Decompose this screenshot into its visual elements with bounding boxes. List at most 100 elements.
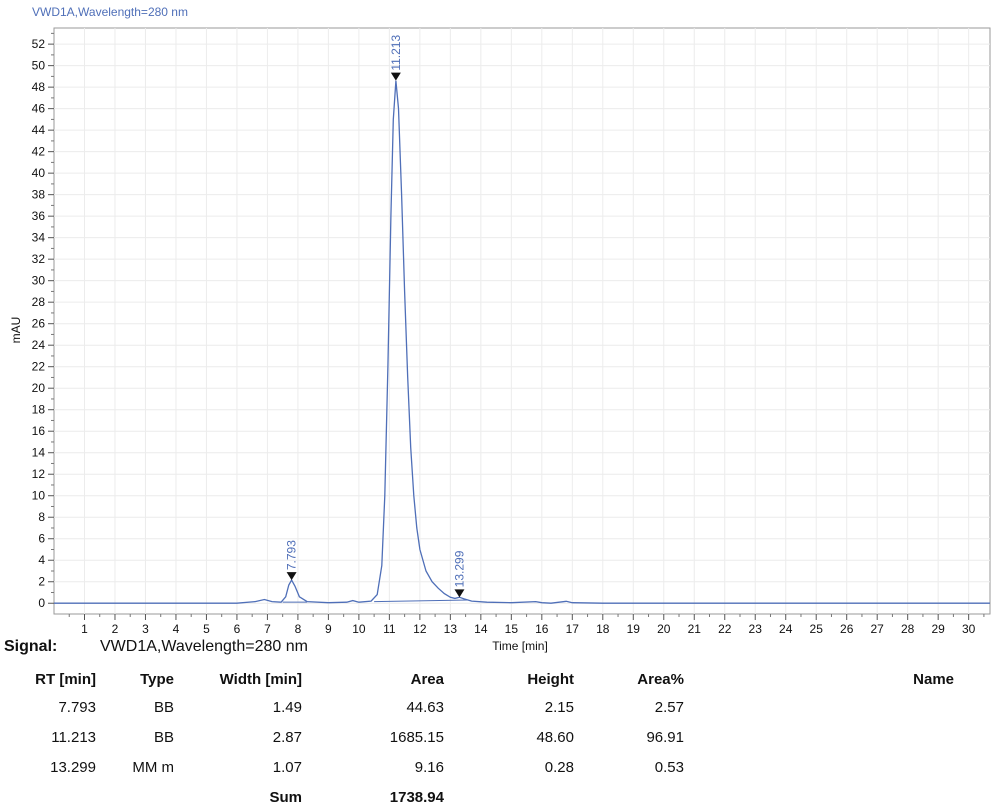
cell-area: 1685.15 [389, 728, 444, 746]
x-tick-label: 17 [566, 622, 580, 636]
cell-height: 2.15 [544, 698, 574, 716]
header-height: Height [527, 670, 574, 688]
table-header-row: RT [min] Type Width [min] Area Height Ar… [0, 666, 954, 692]
x-tick-label: 16 [535, 622, 549, 636]
signal-key: Signal: [4, 638, 58, 655]
x-tick-label: 19 [627, 622, 641, 636]
x-tick-label: 5 [203, 622, 210, 636]
x-tick-label: 27 [871, 622, 885, 636]
x-tick-label: 13 [444, 622, 458, 636]
x-tick-label: 3 [142, 622, 149, 636]
y-tick-label: 2 [38, 575, 45, 589]
peak-markers: 7.793 11.213 13.299 [285, 35, 466, 598]
header-type: Type [140, 670, 174, 688]
x-tick-label: 15 [505, 622, 519, 636]
y-tick-label: 30 [32, 274, 46, 288]
plot-frame [53, 27, 991, 615]
y-tick-label: 28 [32, 295, 46, 309]
cell-type: MM m [132, 758, 174, 776]
y-tick-label: 32 [32, 252, 46, 266]
y-tick-label: 52 [32, 37, 46, 51]
integration-baseline [374, 599, 469, 603]
x-tick-label: 22 [718, 622, 732, 636]
table-sum-row: Sum 1738.94 [0, 782, 954, 812]
cell-width: 1.07 [272, 758, 302, 776]
cell-width: 1.49 [272, 698, 302, 716]
baselines [282, 599, 469, 603]
table-row: 7.793 BB 1.49 44.63 2.15 2.57 [0, 692, 954, 722]
x-tick-label: 25 [810, 622, 824, 636]
x-tick-label: 1 [81, 622, 88, 636]
y-tick-label: 24 [32, 338, 46, 352]
y-tick-label: 16 [32, 424, 46, 438]
sum-value: 1738.94 [389, 788, 444, 806]
x-tick-label: 14 [474, 622, 488, 636]
peak-marker [390, 72, 401, 81]
y-tick-label: 26 [32, 317, 46, 331]
peak-marker [454, 589, 465, 598]
grid [54, 28, 990, 614]
y-tick-label: 20 [32, 381, 46, 395]
header-width: Width [min] [219, 670, 302, 688]
x-axis: 1 2 3 4 5 6 7 8 9 10 11 12 13 14 15 16 17 18 19 20 21 22 23 24 2… [68, 614, 985, 636]
cell-rt: 13.299 [50, 758, 96, 776]
cell-name [684, 752, 954, 782]
y-tick-label: 8 [38, 510, 45, 524]
cell-area: 44.63 [406, 698, 444, 716]
cell-width: 2.87 [272, 728, 302, 746]
cell-type: BB [153, 728, 174, 746]
peak-label: 13.299 [452, 550, 466, 587]
table-row: 13.299 MM m 1.07 9.16 0.28 0.53 [0, 752, 954, 782]
cell-rt: 11.213 [51, 728, 96, 746]
y-tick-label: 50 [32, 59, 46, 73]
y-tick-label: 40 [32, 166, 46, 180]
x-tick-label: 8 [295, 622, 302, 636]
y-tick-label: 14 [32, 446, 46, 460]
sum-label: Sum [269, 788, 302, 806]
y-tick-label: 6 [38, 532, 45, 546]
cell-name [684, 722, 954, 752]
chart-title: VWD1A,Wavelength=280 nm [32, 5, 188, 19]
table-row: 11.213 BB 2.87 1685.15 48.60 96.91 [0, 722, 954, 752]
y-tick-label: 12 [32, 467, 46, 481]
peak-marker [286, 572, 297, 581]
y-tick-label: 22 [32, 360, 46, 374]
x-tick-label: 10 [352, 622, 366, 636]
peak-label: 11.213 [389, 35, 403, 71]
x-tick-label: 2 [112, 622, 119, 636]
x-tick-label: 6 [234, 622, 241, 636]
cell-area-pct: 2.57 [654, 698, 684, 716]
x-axis-label: Time [min] [492, 639, 548, 653]
x-tick-label: 20 [657, 622, 671, 636]
y-tick-label: 48 [32, 80, 46, 94]
signal-value: VWD1A,Wavelength=280 nm [100, 638, 308, 655]
peak-label: 7.793 [285, 540, 299, 570]
cell-rt: 7.793 [58, 698, 96, 716]
x-tick-label: 7 [264, 622, 271, 636]
cell-type: BB [153, 698, 174, 716]
y-tick-label: 10 [32, 489, 46, 503]
x-tick-label: 29 [931, 622, 945, 636]
x-tick-label: 26 [840, 622, 854, 636]
header-area-pct: Area% [637, 670, 684, 688]
x-tick-label: 11 [383, 622, 396, 636]
x-tick-label: 28 [901, 622, 915, 636]
y-tick-label: 4 [38, 553, 45, 567]
y-tick-label: 44 [32, 123, 46, 137]
header-area: Area [410, 670, 444, 688]
cell-area-pct: 0.53 [654, 758, 684, 776]
header-name: Name [913, 670, 954, 688]
y-tick-label: 34 [32, 231, 46, 245]
signal-row: Signal: VWD1A,Wavelength=280 nm [4, 638, 308, 656]
y-tick-label: 36 [32, 209, 46, 223]
x-tick-label: 23 [749, 622, 763, 636]
y-tick-label: 42 [32, 145, 46, 159]
cell-area: 9.16 [414, 758, 444, 776]
header-rt: RT [min] [35, 670, 96, 688]
x-tick-label: 21 [688, 622, 702, 636]
y-tick-label: 0 [38, 596, 45, 610]
chromatogram-chart: VWD1A,Wavelength=280 nm 0246810121416182… [9, 5, 991, 653]
y-tick-label: 38 [32, 188, 46, 202]
x-tick-label: 24 [779, 622, 793, 636]
cell-name [684, 692, 954, 722]
